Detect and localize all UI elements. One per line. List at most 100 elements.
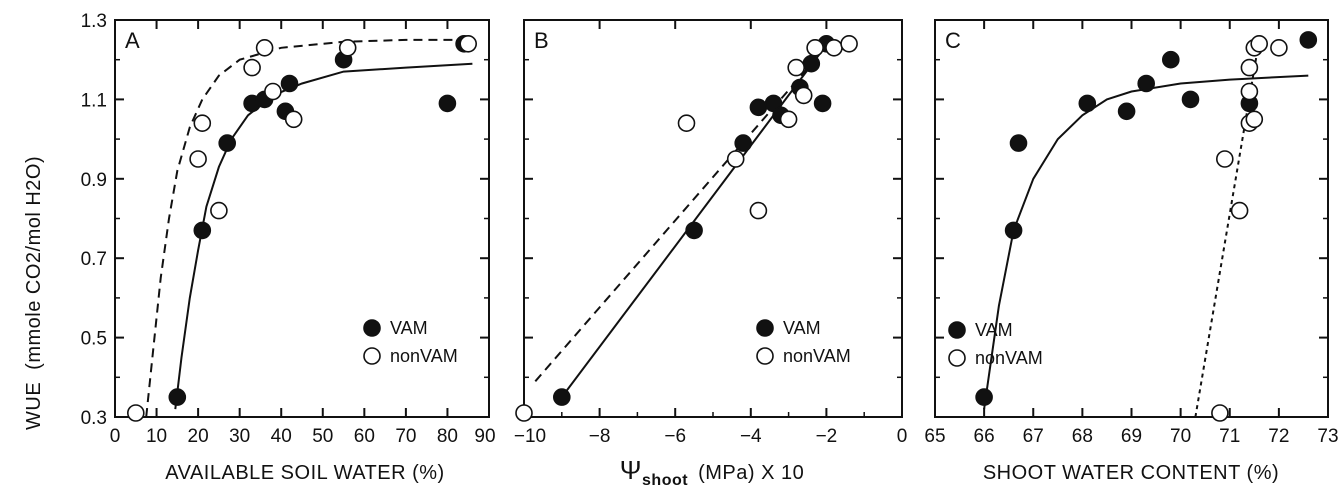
x-tick-label: 73 [1317,426,1338,447]
nonvam-point [1230,201,1249,220]
nonvam-point [1211,404,1229,422]
panel-a: 0.3 0.5 0.7 0.9 1.1 1.3 0 10 20 30 40 50 60 70 80 90 A VA… [81,11,496,447]
nonvam-point [787,58,806,77]
nonvam-point [840,34,858,53]
nonvam-point [189,150,207,168]
x-tick-label: 40 [271,426,292,447]
nonvam-point [749,201,768,220]
vam-point [552,388,571,406]
vam-point [1162,50,1180,69]
x-tick-label: 70 [1170,426,1191,447]
legend-label-vam: VAM [975,320,1013,340]
x-tick-label: 30 [229,426,250,447]
legend-label-vam: VAM [783,318,821,338]
legend-marker-vam [756,319,774,337]
panel-letter: A [125,28,140,53]
x-tick-label: 65 [924,426,945,447]
nonvam-point [1216,150,1234,168]
nonvam-point [1270,38,1288,57]
nonvam-point [255,38,274,57]
legend-label-nonvam: nonVAM [390,346,458,366]
x-tick-label: 72 [1268,426,1289,447]
legend-marker-nonvam [756,347,774,365]
vam-point [1137,74,1155,93]
vam-point [1181,90,1200,109]
x-tick-label: 71 [1219,426,1240,447]
x-tick-label: 67 [1023,426,1044,447]
vam-point [1009,134,1028,152]
x-tick-label: −10 [514,426,546,447]
nonvam-point [264,82,282,101]
nonvam-point [338,38,357,57]
legend-marker-nonvam [948,349,966,367]
legend-marker-vam [948,321,966,339]
vam-point [749,98,768,117]
vam-point [280,74,299,93]
legend-label-nonvam: nonVAM [975,348,1043,368]
nonvam-point [210,201,228,220]
x-tick-label: −2 [816,426,838,447]
svg-text:WUE(mmole CO2/mol H2O): WUE (mmole CO2/mol H2O) [23,156,45,430]
vam-point [1004,221,1023,240]
vam-point [734,134,753,152]
nonvam-point [284,110,303,129]
psi-symbol: Ψ [620,455,642,485]
vam-point [218,134,236,152]
vam-point [685,221,703,240]
x-tick-label: 66 [974,426,995,447]
plot-area: 0.3 0.5 0.7 0.9 1.1 1.3 0 10 20 30 40 50 60 70 80 90 A VA… [81,11,1339,447]
x-tick-label: 60 [354,426,375,447]
legend: VAM nonVAM [756,318,851,366]
panel-letter: C [945,28,961,53]
legend: VAM nonVAM [363,318,458,366]
x-tick-label: −6 [664,426,686,447]
y-tick-label: 1.3 [81,11,107,32]
x-tick-label: 10 [146,426,167,447]
x-tick-label: 20 [188,426,209,447]
nonvam-point [127,404,145,422]
nonvam-point [806,38,824,57]
vam-point [975,388,993,406]
x-tick-label: −4 [740,426,762,447]
vam-point [1078,94,1097,113]
nonvam-point [1245,110,1264,129]
legend-label-nonvam: nonVAM [783,346,851,366]
vam-point [813,94,832,113]
x-tick-label: 50 [312,426,333,447]
x-axis-title-c: SHOOT WATER CONTENT (%) [983,462,1279,484]
vam-point [193,221,212,240]
y-tick-label: 0.9 [81,170,107,191]
nonvam-point [1240,58,1259,77]
y-axis-title-main: WUE [23,382,45,430]
fit-curve-vam [983,74,1309,410]
x-tick-label: 68 [1072,426,1093,447]
nonvam-point [677,114,696,132]
x-tick-label: 90 [474,426,495,447]
nonvam-point [193,114,212,132]
y-axis-title: WUE (mmole CO2/mol H2O) [23,156,45,430]
fit-curve-nonvam [534,59,816,382]
x-tick-label: 69 [1121,426,1142,447]
x-tick-label: 0 [110,426,121,447]
x-axis-title-b-unit: (MPa) X 10 [698,462,804,484]
vam-point [168,388,187,406]
nonvam-point [1240,82,1259,101]
nonvam-point [1250,34,1268,53]
nonvam-point [515,404,533,422]
legend-marker-vam [363,319,381,337]
panel-letter: B [534,28,549,53]
nonvam-point [825,38,843,57]
vam-point [802,54,821,73]
y-tick-label: 0.5 [81,329,107,350]
nonvam-point [243,58,261,77]
legend: VAM nonVAM [948,320,1043,368]
x-tick-label: 70 [395,426,416,447]
x-tick-label: 80 [437,426,458,447]
x-axis-title-b: Ψshoot (MPa) X 10 [620,455,804,489]
x-tick-label: −8 [589,426,611,447]
psi-subscript: shoot [642,472,688,489]
legend-marker-nonvam [363,347,381,365]
vam-point [438,94,457,113]
vam-point [1117,102,1136,121]
